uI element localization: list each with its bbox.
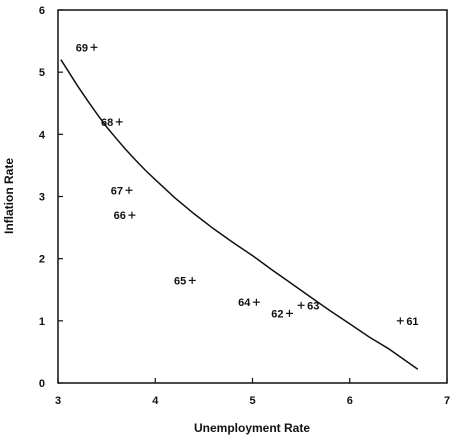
- x-axis-ticks: 3 4 5 6 7: [55, 378, 450, 407]
- y-axis-ticks: 0 1 2 3 4 5 6: [39, 5, 63, 390]
- x-tick-label: 6: [347, 395, 353, 407]
- point-label: 64: [238, 297, 251, 309]
- data-point: 65: [174, 275, 196, 287]
- x-tick-label: 5: [249, 395, 255, 407]
- point-label: 66: [114, 210, 126, 222]
- point-label: 63: [307, 300, 319, 312]
- data-point: 69: [76, 42, 98, 54]
- data-point: 66: [114, 210, 136, 222]
- y-tick-label: 5: [39, 67, 45, 79]
- y-tick-label: 0: [39, 378, 45, 390]
- x-tick-label: 3: [55, 395, 61, 407]
- data-point: 64: [238, 297, 260, 309]
- y-tick-label: 3: [39, 192, 45, 204]
- data-points: 61 62 63 64 65 66 67 68 69: [76, 42, 419, 328]
- trend-curve: [60, 59, 419, 370]
- y-tick-label: 1: [39, 316, 45, 328]
- data-point: 67: [111, 185, 133, 197]
- point-label: 68: [101, 117, 113, 129]
- y-tick-label: 6: [39, 5, 45, 17]
- data-point: 61: [396, 316, 419, 328]
- y-tick-label: 2: [39, 254, 45, 266]
- y-axis-label: Inflation Rate: [2, 158, 16, 234]
- point-label: 65: [174, 275, 186, 287]
- point-label: 61: [406, 316, 418, 328]
- point-label: 62: [271, 308, 283, 320]
- x-tick-label: 7: [444, 395, 450, 407]
- point-label: 67: [111, 185, 123, 197]
- y-tick-label: 4: [39, 129, 46, 141]
- data-point: 68: [101, 117, 123, 129]
- point-label: 69: [76, 42, 88, 54]
- x-axis-label: Unemployment Rate: [194, 421, 310, 435]
- data-point: 62: [271, 308, 293, 320]
- data-point: 63: [297, 300, 319, 312]
- x-tick-label: 4: [152, 395, 159, 407]
